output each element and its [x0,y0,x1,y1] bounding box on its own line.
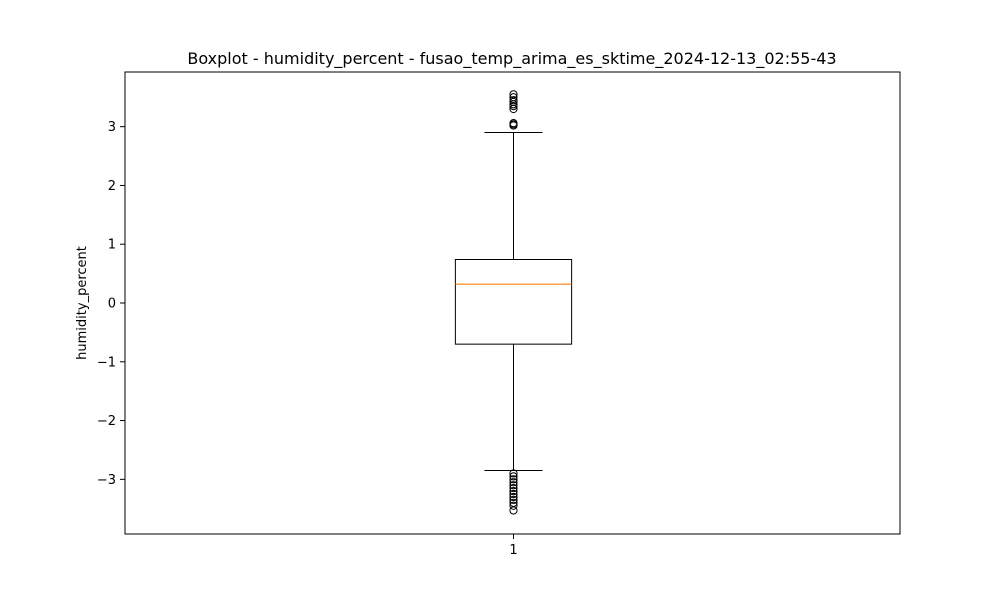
x-axis-ticks: 1 [509,534,518,558]
outlier-point [509,486,518,496]
outlier-point [509,119,518,128]
box-iqr [454,259,573,345]
outlier-point [509,489,518,499]
outlier-point [509,475,518,484]
boxplot-boxes [454,90,573,515]
outlier-point [509,96,518,105]
x-tick-label: 1 [509,543,517,558]
outlier-point [509,492,518,502]
y-tick-label: −1 [97,355,116,370]
y-tick-label: 3 [108,120,116,135]
outlier-point [509,495,518,505]
outlier-point [509,93,518,102]
outlier-point [509,469,518,478]
y-tick-label: 2 [108,179,116,194]
chart-title: Boxplot - humidity_percent - fusao_temp_… [187,49,836,69]
outlier-point [509,478,518,487]
y-tick-label: −3 [97,473,116,488]
outlier-point [509,472,518,481]
outlier-point [509,90,518,99]
y-tick-label: 0 [108,297,116,312]
outlier-point [509,501,518,510]
outlier-point [509,484,518,493]
plot-area [124,71,901,535]
y-tick-label: 1 [108,238,116,253]
outlier-point [509,506,518,515]
y-tick-label: −2 [97,414,116,429]
y-axis-label: humidity_percent [75,246,90,360]
y-axis-ticks: −3 −2 −1 0 1 2 3 [97,120,125,488]
outlier-point [509,481,518,490]
